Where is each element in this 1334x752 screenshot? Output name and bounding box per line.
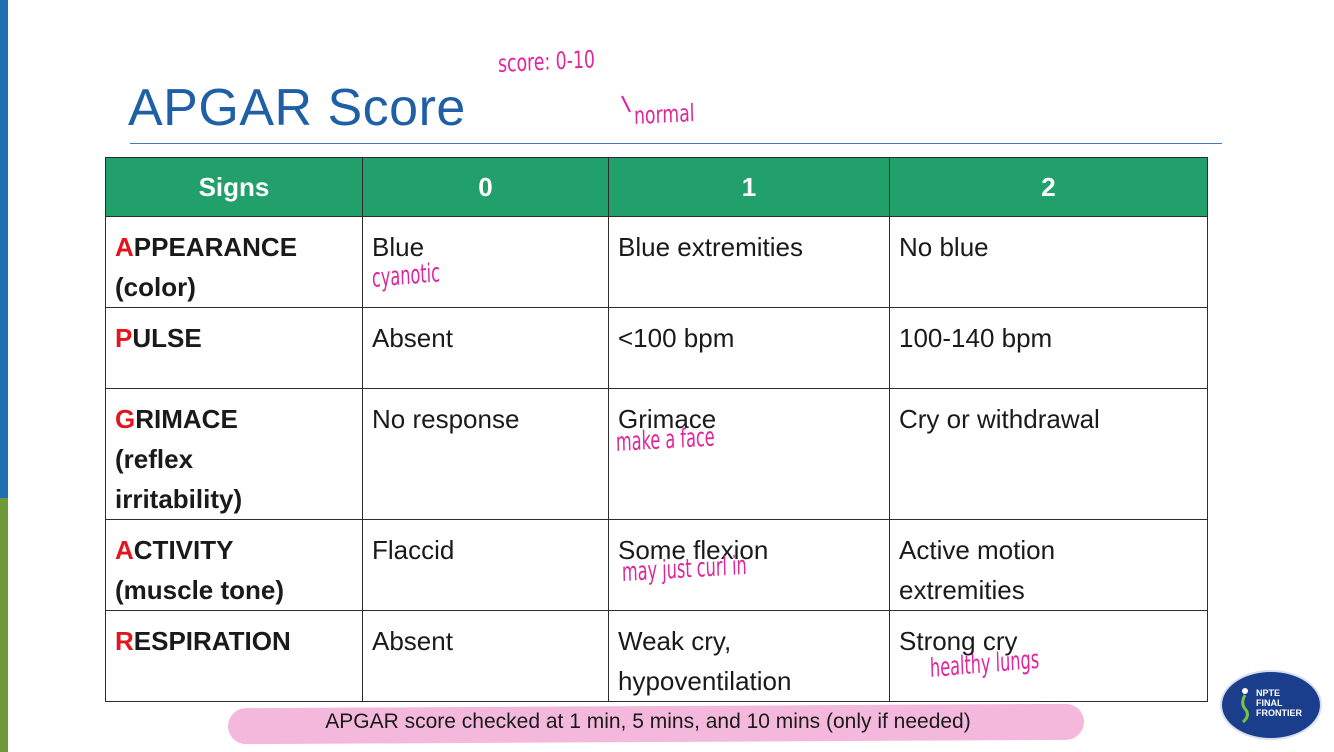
- apgar-table: Signs 0 1 2 APPEARANCE (color) Blue Blue…: [105, 157, 1208, 702]
- score-0-cell: Absent: [362, 610, 609, 702]
- sign-cell: ACTIVITY (muscle tone): [105, 519, 363, 611]
- sign-cell: RESPIRATION: [105, 610, 363, 702]
- score-0-cell: Flaccid: [362, 519, 609, 611]
- header-signs: Signs: [105, 157, 363, 217]
- sign-name: CTIVITY: [133, 535, 234, 565]
- sign-name: ESPIRATION: [133, 626, 291, 656]
- sign-initial: P: [115, 323, 133, 353]
- sign-subtitle: (color): [115, 272, 196, 302]
- runner-logo-icon: [1241, 688, 1249, 724]
- sign-name: RIMACE: [135, 404, 238, 434]
- score-0-cell: Absent: [362, 307, 609, 389]
- annotation-cyanotic: cyanotic: [371, 258, 441, 294]
- score-1-cell: Grimace: [608, 388, 890, 520]
- score-2-cell: Active motion extremities: [889, 519, 1208, 611]
- table-header-row: Signs 0 1 2: [105, 157, 1208, 217]
- sign-initial: G: [115, 404, 136, 434]
- sign-cell: APPEARANCE (color): [105, 216, 363, 308]
- header-score-2: 2: [889, 157, 1208, 217]
- score-1-cell: Blue extremities: [608, 216, 890, 308]
- score-2-cell: 100-140 bpm: [889, 307, 1208, 389]
- table-row: RESPIRATION Absent Weak cry, hypoventila…: [105, 610, 1208, 702]
- accent-bar-blue: [0, 0, 8, 498]
- slide-title: APGAR Score: [128, 79, 466, 137]
- table-row: APPEARANCE (color) Blue Blue extremities…: [105, 216, 1208, 308]
- score-2-cell: No blue: [889, 216, 1208, 308]
- sign-cell: GRIMACE (reflex irritability): [105, 388, 363, 520]
- score-2-cell: Strong cry: [889, 610, 1208, 702]
- sign-cell: PULSE: [105, 307, 363, 389]
- annotation-tick-icon: [621, 95, 631, 113]
- npte-logo: NPTE FINAL FRONTIER: [1220, 670, 1322, 740]
- sign-name: PPEARANCE: [133, 232, 298, 262]
- annotation-normal: normal: [633, 99, 695, 130]
- sign-initial: A: [115, 535, 134, 565]
- sign-name: ULSE: [132, 323, 202, 353]
- accent-bar-green: [0, 498, 8, 752]
- score-1-cell: <100 bpm: [608, 307, 890, 389]
- sign-subtitle: (reflex irritability): [115, 444, 243, 514]
- title-divider: [130, 143, 1222, 144]
- sign-initial: A: [115, 232, 134, 262]
- annotation-score-range: score: 0-10: [497, 45, 596, 78]
- header-score-1: 1: [608, 157, 890, 217]
- table-row: PULSE Absent <100 bpm 100-140 bpm: [105, 307, 1208, 389]
- annotation-make-a-face: make a face: [615, 422, 715, 458]
- score-1-cell: Weak cry, hypoventilation: [608, 610, 890, 702]
- score-0-cell: Blue: [362, 216, 609, 308]
- score-0-cell: No response: [362, 388, 609, 520]
- score-2-cell: Cry or withdrawal: [889, 388, 1208, 520]
- logo-text: NPTE FINAL FRONTIER: [1256, 688, 1302, 718]
- table-row: ACTIVITY (muscle tone) Flaccid Some flex…: [105, 519, 1208, 611]
- header-score-0: 0: [362, 157, 609, 217]
- sign-subtitle: (muscle tone): [115, 575, 285, 605]
- footnote: APGAR score checked at 1 min, 5 mins, an…: [325, 710, 971, 733]
- sign-initial: R: [115, 626, 134, 656]
- score-1-cell: Some flexion: [608, 519, 890, 611]
